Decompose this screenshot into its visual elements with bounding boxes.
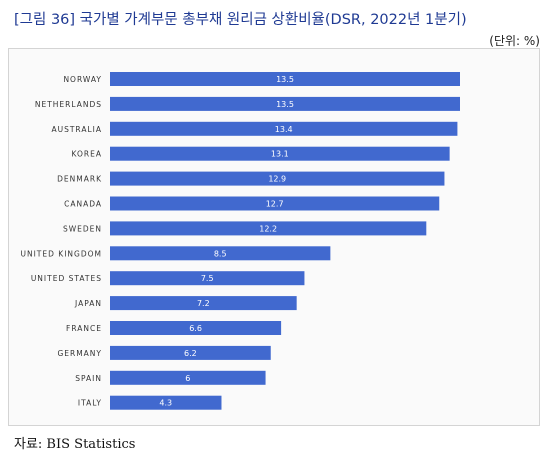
bar-11 <box>110 345 271 360</box>
value-label-13: 4.3 <box>159 399 172 408</box>
bar-1 <box>110 96 460 111</box>
category-label-7: UNITED KINGDOM <box>21 249 103 258</box>
value-label-2: 13.4 <box>275 125 293 134</box>
category-label-12: SPAIN <box>75 374 102 383</box>
category-label-5: CANADA <box>64 200 102 209</box>
category-label-4: DENMARK <box>57 175 102 184</box>
value-label-9: 7.2 <box>197 299 210 308</box>
category-label-0: NORWAY <box>63 75 102 84</box>
bar-9 <box>110 296 297 311</box>
category-label-9: JAPAN <box>74 299 102 308</box>
category-label-2: AUSTRALIA <box>51 125 102 134</box>
value-label-11: 6.2 <box>184 349 197 358</box>
unit-label: (단위: %) <box>489 34 540 48</box>
value-label-5: 12.7 <box>266 200 284 209</box>
bar-4 <box>110 171 445 186</box>
bar-chart: NORWAY 13.5 NETHERLANDS 13.5 AUSTRALIA 13.4 KO… <box>21 72 460 410</box>
value-label-10: 6.6 <box>189 324 202 333</box>
bar-8 <box>110 271 305 286</box>
value-label-12: 6 <box>185 374 190 383</box>
figure-title: [그림 36] 국가별 가계부문 총부채 원리금 상환비율(DSR, 2022년… <box>14 12 467 28</box>
value-label-3: 13.1 <box>271 150 289 159</box>
bar-7 <box>110 246 331 261</box>
bar-3 <box>110 146 450 161</box>
category-label-10: FRANCE <box>66 324 102 333</box>
value-label-4: 12.9 <box>268 175 286 184</box>
bar-10 <box>110 321 282 335</box>
chart-frame: NORWAY 13.5 NETHERLANDS 13.5 AUSTRALIA 13.4 KO… <box>8 48 540 426</box>
category-label-6: SWEDEN <box>63 224 102 233</box>
category-label-3: KOREA <box>72 150 103 159</box>
category-label-1: NETHERLANDS <box>35 100 102 109</box>
value-label-7: 8.5 <box>214 249 227 258</box>
category-label-11: GERMANY <box>57 349 102 358</box>
bar-0 <box>110 72 460 86</box>
bar-5 <box>110 196 440 211</box>
bar-13 <box>110 395 222 410</box>
bar-12 <box>110 370 266 385</box>
value-label-0: 13.5 <box>276 75 294 84</box>
source-note: 자료: BIS Statistics <box>14 437 136 452</box>
value-label-6: 12.2 <box>259 224 277 233</box>
bar-6 <box>110 221 427 236</box>
value-label-8: 7.5 <box>201 274 214 283</box>
value-label-1: 13.5 <box>276 100 294 109</box>
category-label-13: ITALY <box>78 399 102 408</box>
bar-2 <box>110 121 458 136</box>
category-label-8: UNITED STATES <box>31 274 102 283</box>
